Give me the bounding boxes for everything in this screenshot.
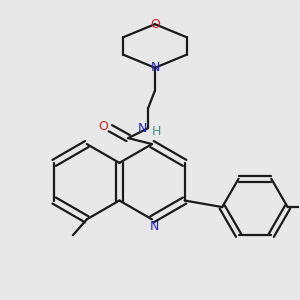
Text: N: N	[150, 61, 160, 74]
Text: N: N	[149, 220, 159, 233]
Text: O: O	[98, 120, 108, 133]
Text: H: H	[151, 125, 160, 138]
Text: O: O	[150, 18, 160, 31]
Text: N: N	[137, 122, 147, 135]
